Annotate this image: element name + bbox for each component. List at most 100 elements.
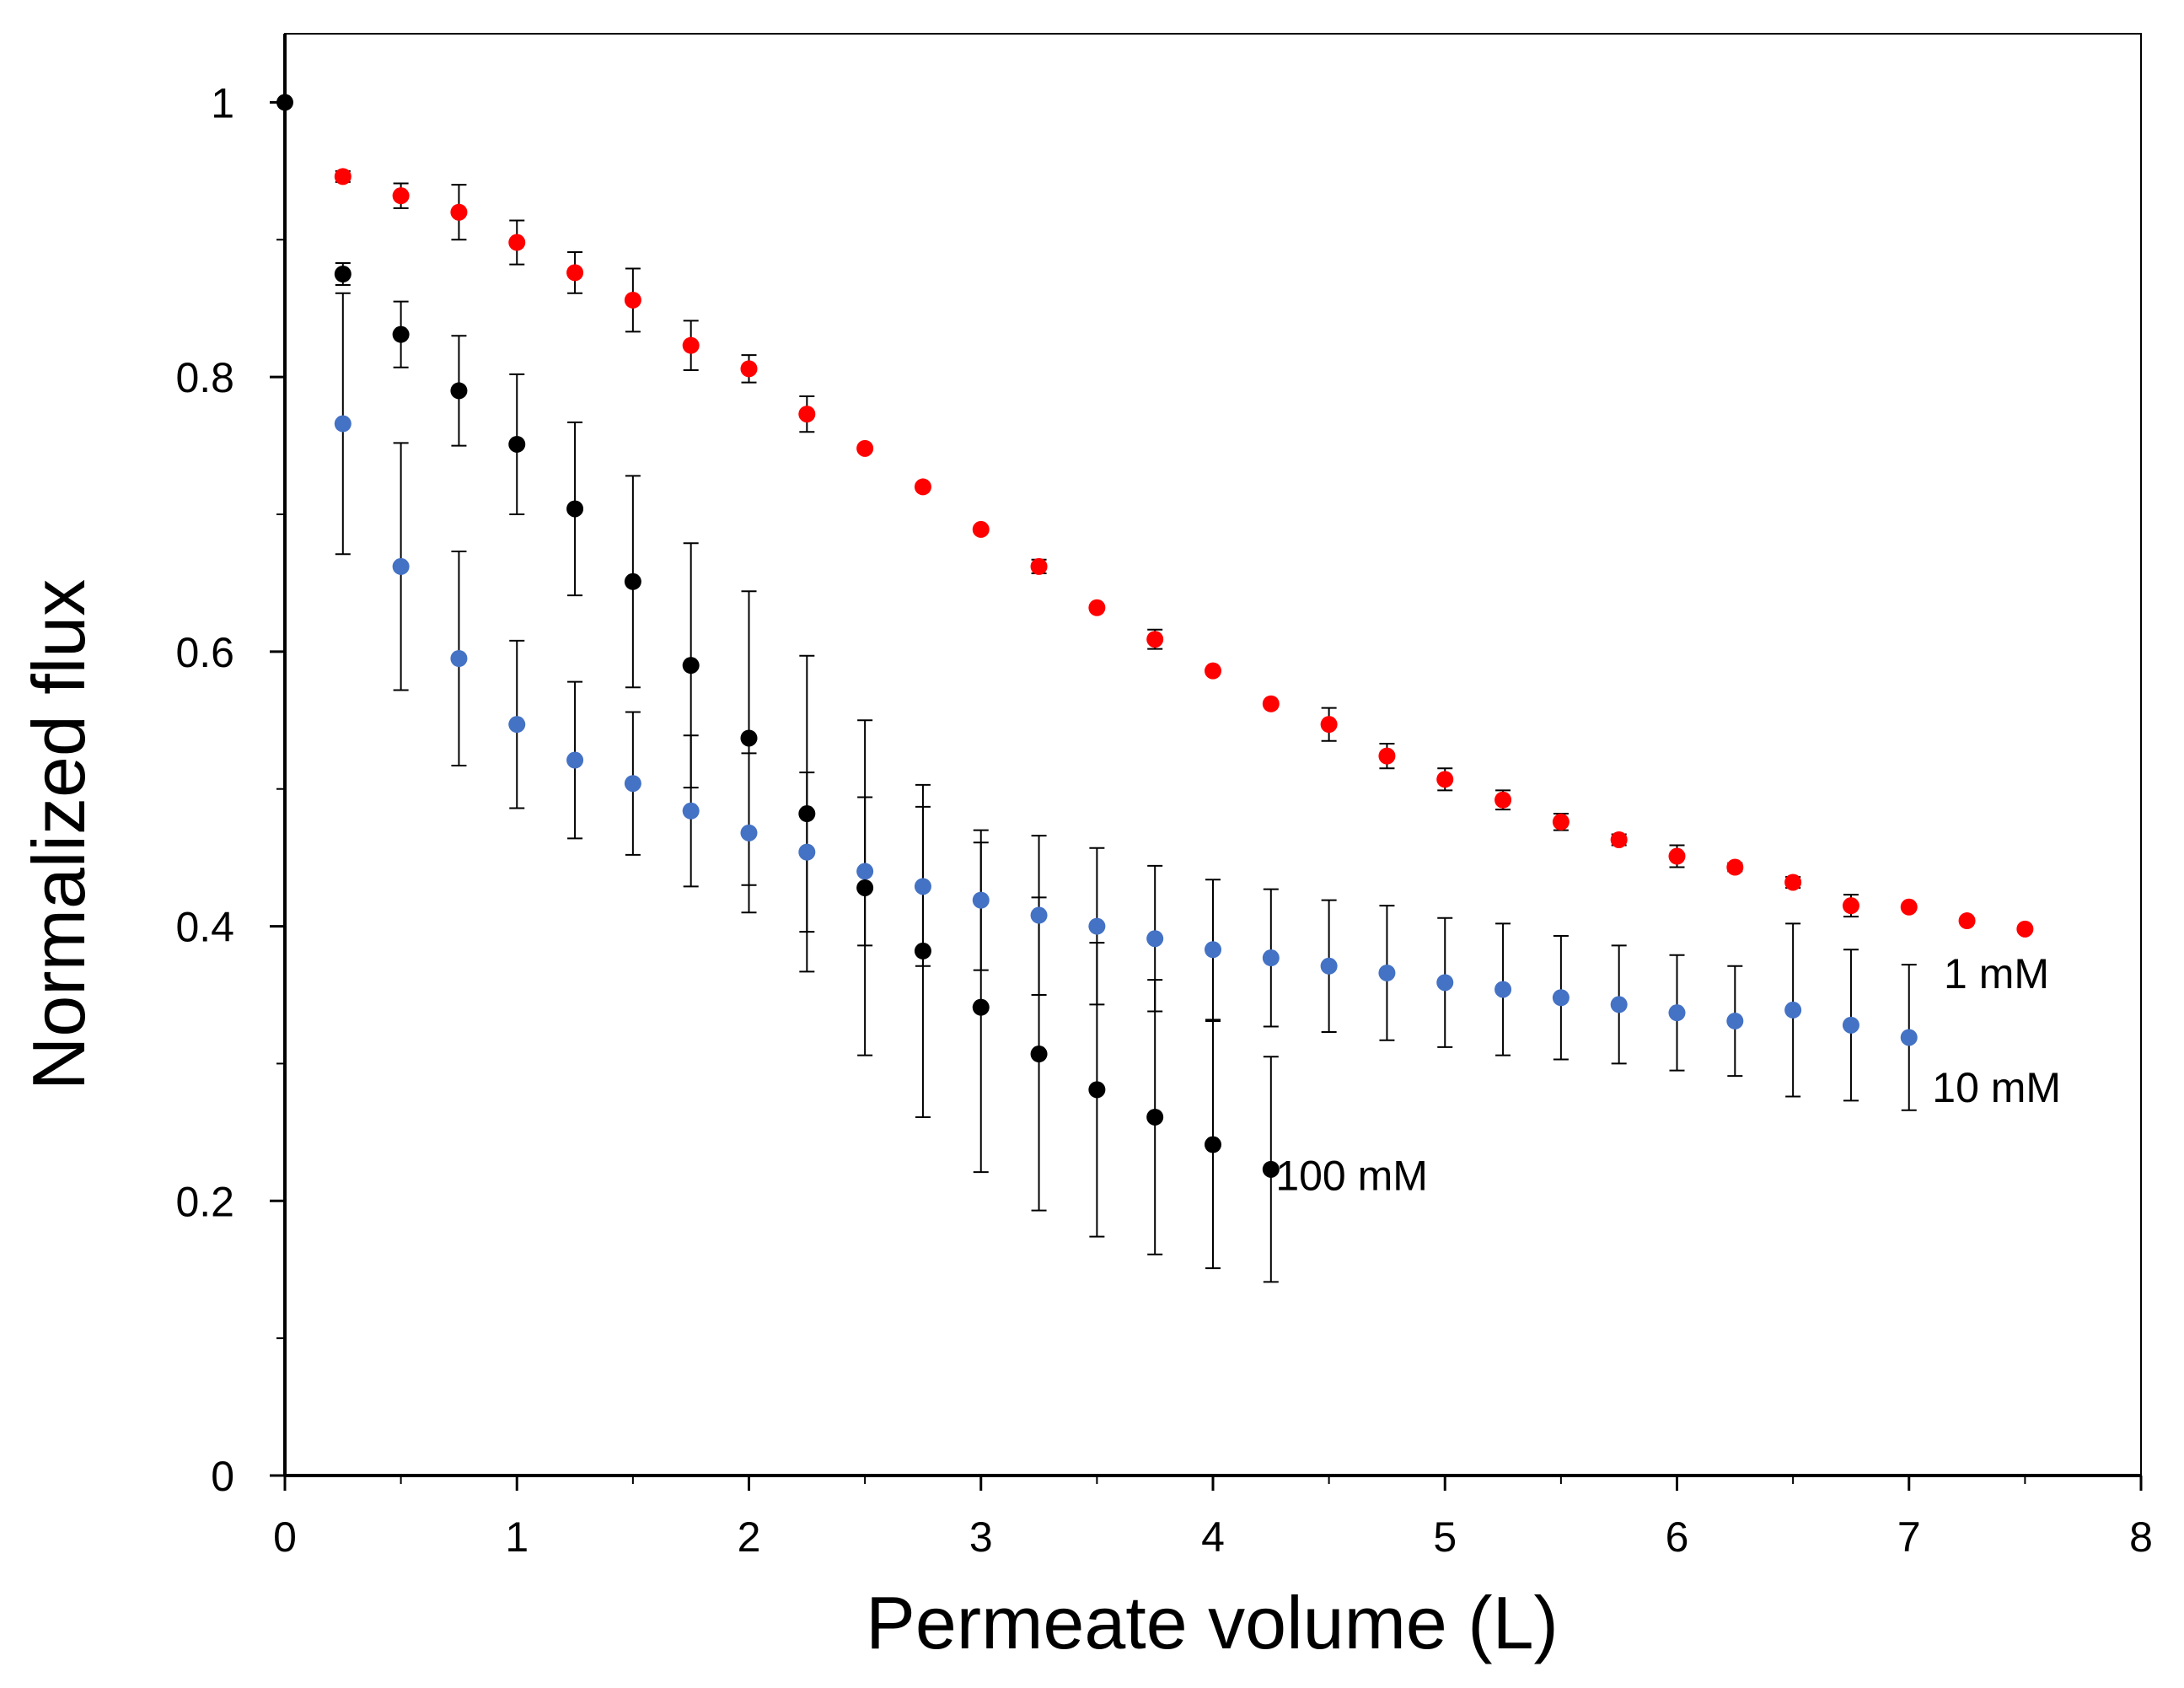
point-10-mm bbox=[624, 775, 641, 793]
y-tick-label: 0.8 bbox=[175, 354, 234, 401]
point-10-mm bbox=[1726, 1012, 1744, 1029]
point-1-mm bbox=[1784, 874, 1802, 891]
x-tick-label: 0 bbox=[273, 1513, 297, 1561]
point-10-mm bbox=[392, 557, 410, 575]
y-tick-label: 1 bbox=[211, 79, 234, 126]
point-1-mm bbox=[624, 291, 641, 309]
point-100-mm bbox=[276, 94, 293, 111]
point-10-mm bbox=[508, 716, 526, 734]
point-1-mm bbox=[566, 264, 584, 282]
point-10-mm bbox=[1088, 917, 1106, 935]
point-10-mm bbox=[1842, 1016, 1859, 1034]
series-label-100-mm: 100 mM bbox=[1275, 1152, 1428, 1199]
x-tick-label: 4 bbox=[1201, 1513, 1225, 1561]
point-1-mm bbox=[1436, 771, 1454, 788]
series-label-1-mm: 1 mM bbox=[1944, 950, 2049, 997]
point-1-mm bbox=[1842, 897, 1859, 915]
point-1-mm bbox=[1958, 912, 1976, 930]
point-10-mm bbox=[972, 891, 990, 909]
point-10-mm bbox=[856, 863, 874, 880]
point-1-mm bbox=[1610, 831, 1628, 848]
point-10-mm bbox=[1784, 1001, 1802, 1019]
point-10-mm bbox=[1146, 930, 1164, 948]
point-100-mm bbox=[566, 500, 584, 518]
point-1-mm bbox=[1552, 813, 1570, 831]
point-1-mm bbox=[972, 520, 990, 538]
point-100-mm bbox=[972, 998, 990, 1016]
x-tick-label: 5 bbox=[1433, 1513, 1457, 1561]
point-10-mm bbox=[1205, 941, 1221, 959]
point-1-mm bbox=[1030, 557, 1048, 575]
point-1-mm bbox=[1668, 847, 1686, 865]
point-100-mm bbox=[914, 942, 931, 960]
point-1-mm bbox=[914, 478, 931, 496]
point-100-mm bbox=[1088, 1081, 1106, 1099]
y-tick-label: 0.6 bbox=[175, 629, 234, 676]
point-10-mm bbox=[682, 802, 700, 820]
point-100-mm bbox=[856, 879, 874, 896]
point-10-mm bbox=[740, 824, 758, 841]
point-100-mm bbox=[798, 805, 816, 823]
point-100-mm bbox=[334, 266, 351, 282]
series-label-10-mm: 10 mM bbox=[1932, 1064, 2061, 1111]
point-10-mm bbox=[914, 878, 931, 895]
point-10-mm bbox=[1494, 981, 1512, 998]
y-tick-label: 0.4 bbox=[175, 904, 234, 951]
x-tick-label: 1 bbox=[505, 1513, 529, 1561]
point-1-mm bbox=[1726, 858, 1744, 876]
point-1-mm bbox=[1320, 716, 1338, 734]
x-tick-label: 8 bbox=[2129, 1513, 2153, 1561]
point-1-mm bbox=[1205, 662, 1221, 680]
point-10-mm bbox=[1436, 974, 1454, 992]
point-100-mm bbox=[682, 657, 700, 675]
point-100-mm bbox=[740, 729, 758, 747]
point-10-mm bbox=[798, 843, 816, 861]
point-1-mm bbox=[682, 336, 700, 354]
x-axis-title: Permeate volume (L) bbox=[866, 1581, 1559, 1664]
y-tick-label: 0 bbox=[211, 1453, 234, 1500]
series-labels: 1 mM 10 mM 100 mM bbox=[1275, 950, 2061, 1199]
point-10-mm bbox=[566, 751, 584, 769]
y-tick-label: 0.2 bbox=[175, 1178, 234, 1225]
point-10-mm bbox=[1610, 996, 1628, 1013]
point-1-mm bbox=[856, 439, 874, 457]
x-tick-label: 7 bbox=[1897, 1513, 1921, 1561]
point-10-mm bbox=[1262, 949, 1280, 967]
x-tick-label: 6 bbox=[1666, 1513, 1689, 1561]
point-10-mm bbox=[1378, 964, 1396, 981]
point-100-mm bbox=[1030, 1046, 1048, 1063]
x-tick-label: 3 bbox=[969, 1513, 993, 1561]
point-10-mm bbox=[1900, 1029, 1918, 1046]
point-1-mm bbox=[1494, 791, 1512, 809]
axes: 0 1 2 3 4 5 6 7 8 0 0.2 0.4 0.6 0.8 1 bbox=[175, 33, 2153, 1561]
point-10-mm bbox=[1320, 957, 1338, 975]
point-1-mm bbox=[1900, 898, 1918, 916]
point-1-mm bbox=[1378, 747, 1396, 765]
point-10-mm bbox=[1030, 906, 1048, 924]
point-10-mm bbox=[1552, 989, 1570, 1007]
point-10-mm bbox=[1668, 1004, 1686, 1022]
x-tick-label: 2 bbox=[738, 1513, 761, 1561]
point-1-mm bbox=[798, 406, 816, 423]
point-1-mm bbox=[2016, 920, 2034, 938]
point-1-mm bbox=[1146, 631, 1164, 648]
point-1-mm bbox=[1088, 599, 1106, 616]
point-1-mm bbox=[334, 168, 351, 185]
point-10-mm bbox=[450, 650, 468, 667]
point-100-mm bbox=[624, 573, 641, 590]
point-1-mm bbox=[450, 203, 468, 221]
point-100-mm bbox=[392, 325, 410, 343]
y-axis-title: Normalized flux bbox=[17, 579, 100, 1090]
error-bars bbox=[335, 169, 2033, 1283]
data-points bbox=[276, 94, 2034, 1178]
point-100-mm bbox=[1146, 1108, 1164, 1126]
point-10-mm bbox=[334, 415, 351, 433]
point-100-mm bbox=[1262, 1160, 1280, 1178]
point-1-mm bbox=[740, 360, 758, 378]
point-100-mm bbox=[450, 382, 468, 400]
point-100-mm bbox=[508, 435, 526, 453]
point-1-mm bbox=[392, 187, 410, 205]
point-100-mm bbox=[1205, 1136, 1221, 1153]
